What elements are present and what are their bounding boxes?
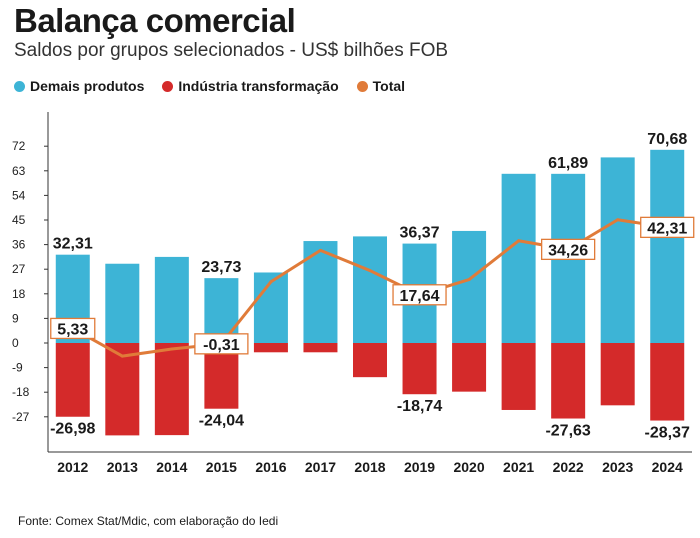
- point-total: [120, 354, 124, 358]
- data-label-industria-transformacao: -24,04: [199, 413, 244, 430]
- data-label-total: 5,33: [57, 321, 88, 338]
- x-tick-label: 2023: [602, 459, 633, 475]
- data-label-demais-produtos: 32,31: [53, 236, 93, 253]
- y-tick-label: 72: [12, 139, 26, 153]
- bar-demais-produtos: [204, 278, 239, 343]
- x-tick-label: 2012: [57, 459, 88, 475]
- chart-title: Balança comercial: [14, 2, 296, 39]
- x-tick-label: 2020: [453, 459, 484, 475]
- bar-demais-produtos: [650, 149, 685, 343]
- data-label-industria-transformacao: -27,63: [545, 423, 590, 440]
- y-tick-label: 45: [12, 213, 26, 227]
- chart-subtitle: Saldos por grupos selecionados - US$ bil…: [14, 40, 449, 61]
- legend-swatch-demais: [14, 80, 25, 92]
- bar-demais-produtos: [154, 256, 189, 343]
- y-tick-label: -18: [12, 385, 30, 399]
- point-total: [467, 278, 471, 282]
- data-label-industria-transformacao: -26,98: [50, 421, 95, 438]
- point-total: [318, 248, 322, 252]
- bar-industria-transformacao: [650, 343, 685, 421]
- data-label-box-total: [541, 238, 596, 261]
- bar-industria-transformacao: [303, 343, 338, 353]
- source-note: Fonte: Comex Stat/Mdic, com elaboração d…: [18, 514, 279, 528]
- y-tick-label: 27: [12, 262, 26, 276]
- bar-industria-transformacao: [253, 343, 288, 353]
- data-label-demais-produtos: 61,89: [548, 155, 588, 172]
- bar-industria-transformacao: [55, 343, 90, 417]
- legend-item-demais: Demais produtos: [14, 78, 144, 94]
- x-tick-label: 2014: [156, 459, 187, 475]
- bar-industria-transformacao: [501, 343, 536, 410]
- legend-item-total: Total: [356, 78, 406, 94]
- legend-label-demais: Demais produtos: [30, 78, 145, 94]
- bar-industria-transformacao: [452, 343, 487, 392]
- y-tick-label: 9: [12, 311, 19, 325]
- legend-label-total: Total: [372, 78, 406, 94]
- point-total: [170, 347, 174, 351]
- x-tick-label: 2024: [652, 459, 683, 475]
- x-tick-label: 2018: [354, 459, 385, 475]
- bar-demais-produtos: [600, 157, 635, 343]
- legend: Demais produtos Indústria transformação …: [14, 78, 405, 94]
- bar-demais-produtos: [105, 263, 140, 343]
- x-tick-label: 2017: [305, 459, 336, 475]
- legend-item-industria: Indústria transformação: [162, 78, 339, 94]
- legend-label-industria: Indústria transformação: [178, 78, 339, 94]
- bar-demais-produtos: [452, 230, 487, 343]
- y-tick-label: 18: [12, 287, 26, 301]
- bar-demais-produtos: [253, 272, 288, 343]
- data-label-industria-transformacao: -28,37: [645, 425, 690, 442]
- data-label-total: 34,26: [548, 242, 588, 259]
- bar-industria-transformacao: [154, 343, 189, 436]
- data-label-total: 17,64: [400, 288, 440, 305]
- bar-industria-transformacao: [353, 343, 387, 378]
- y-tick-label: -9: [12, 361, 23, 375]
- data-label-box-total: [640, 216, 695, 239]
- data-label-demais-produtos: 70,68: [647, 131, 687, 148]
- bar-demais-produtos: [501, 173, 536, 343]
- point-total: [269, 280, 273, 284]
- bar-industria-transformacao: [105, 343, 140, 436]
- y-tick-label: 0: [12, 336, 19, 350]
- x-tick-label: 2015: [206, 459, 237, 475]
- x-tick-label: 2013: [107, 459, 138, 475]
- bar-demais-produtos: [353, 236, 387, 343]
- data-label-box-total: [50, 317, 96, 340]
- x-tick-label: 2016: [255, 459, 286, 475]
- legend-swatch-industria: [162, 80, 174, 92]
- y-tick-label: 54: [12, 188, 26, 202]
- data-label-industria-transformacao: -18,74: [397, 398, 442, 415]
- bar-industria-transformacao: [551, 343, 586, 419]
- bar-industria-transformacao: [600, 343, 635, 406]
- point-total: [517, 239, 521, 243]
- legend-swatch-total: [356, 80, 368, 92]
- data-label-total: 42,31: [647, 220, 687, 237]
- point-total: [616, 218, 620, 222]
- data-label-box-total: [392, 284, 447, 306]
- y-tick-label: -27: [12, 410, 30, 424]
- data-label-box-total: [194, 333, 249, 355]
- y-tick-label: 63: [12, 164, 26, 178]
- bar-industria-transformacao: [402, 343, 437, 395]
- x-tick-label: 2021: [503, 459, 534, 475]
- x-tick-label: 2019: [404, 459, 435, 475]
- data-label-total: -0,31: [203, 337, 240, 354]
- y-tick-label: 36: [12, 238, 26, 252]
- data-label-demais-produtos: 23,73: [201, 259, 241, 276]
- point-total: [368, 269, 372, 273]
- data-label-demais-produtos: 36,37: [400, 225, 440, 242]
- x-tick-label: 2022: [553, 459, 584, 475]
